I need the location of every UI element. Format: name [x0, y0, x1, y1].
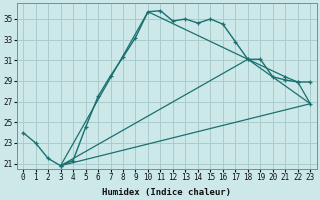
X-axis label: Humidex (Indice chaleur): Humidex (Indice chaleur) [102, 188, 231, 197]
